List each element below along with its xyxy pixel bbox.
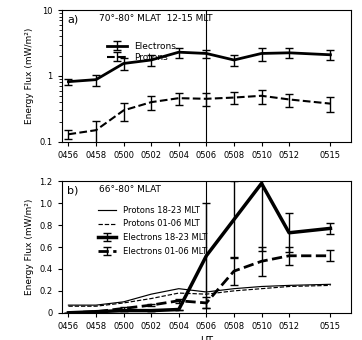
Line: Protons 18-23 MLT: Protons 18-23 MLT [68,284,331,305]
Protons 18-23 MLT [287,283,291,287]
Protons 01-06 MLT [121,301,126,305]
Protons 01-06 MLT [204,292,209,296]
Text: b): b) [67,185,79,195]
Protons 01-06 MLT [232,289,236,293]
Protons 01-06 MLT [287,285,291,289]
Protons 18-23 MLT [177,287,181,291]
Legend: Protons 18-23 MLT, Protons 01-06 MLT, Electrons 18-23 MLT, Electrons 01-06 MLT: Protons 18-23 MLT, Protons 01-06 MLT, El… [95,203,211,259]
Y-axis label: Energy Flux (mW/m²): Energy Flux (mW/m²) [25,199,34,295]
Protons 18-23 MLT [121,300,126,304]
Text: 70°-80° MLAT  12-15 MLT: 70°-80° MLAT 12-15 MLT [99,14,213,23]
Protons 01-06 MLT [94,304,98,308]
Protons 01-06 MLT [149,296,153,301]
Protons 18-23 MLT [149,292,153,296]
Legend: Electrons, Protons: Electrons, Protons [104,38,180,65]
Text: 66°-80° MLAT: 66°-80° MLAT [99,185,161,194]
X-axis label: UT: UT [200,336,213,340]
Protons 01-06 MLT [328,283,333,287]
Protons 18-23 MLT [232,287,236,291]
Protons 18-23 MLT [94,303,98,307]
Line: Protons 01-06 MLT: Protons 01-06 MLT [68,285,331,306]
Protons 18-23 MLT [328,282,333,286]
Protons 01-06 MLT [66,304,71,308]
Protons 18-23 MLT [204,290,209,294]
Protons 18-23 MLT [66,303,71,307]
Protons 18-23 MLT [259,285,264,289]
Text: a): a) [67,14,79,24]
Protons 01-06 MLT [259,287,264,291]
Y-axis label: Energy Flux (mW/m²): Energy Flux (mW/m²) [25,28,34,124]
Protons 01-06 MLT [177,291,181,295]
